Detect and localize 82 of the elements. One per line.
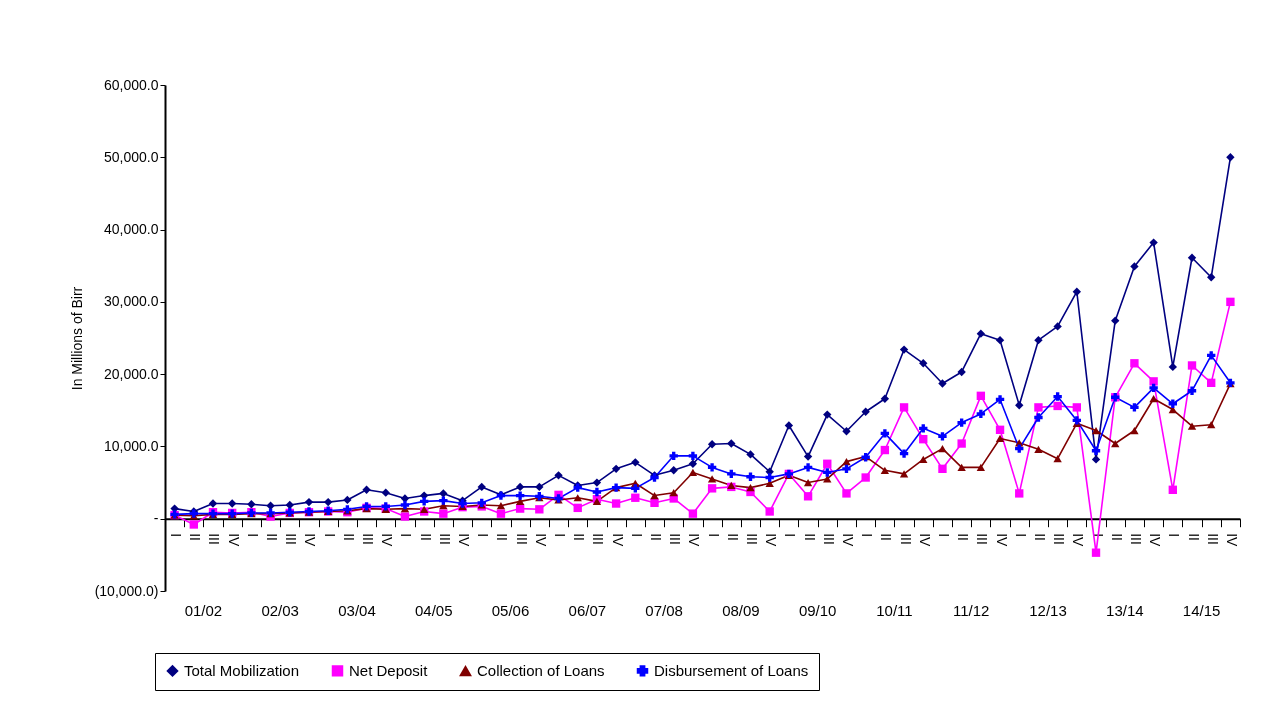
x-tick-label: II [648, 533, 665, 541]
x-tick-label: III [283, 533, 300, 545]
x-tick-label: II [1185, 533, 1202, 541]
x-tick-label: I [628, 533, 645, 538]
y-tick-label: 50,000.0 [104, 148, 159, 165]
x-tick-label: III [743, 533, 760, 545]
text: 06/07 [568, 602, 607, 619]
legend-label: Disbursement of Loans [654, 661, 809, 679]
text: 08/09 [722, 602, 760, 619]
x-tick-label: I [398, 533, 415, 538]
y-tick-label: 20,000.0 [104, 365, 159, 382]
text: 02/03 [261, 602, 299, 619]
x-tick-label: I [244, 533, 261, 538]
text: 13/14 [1106, 602, 1144, 619]
text: 03/04 [338, 602, 376, 619]
x-tick-label: III [590, 533, 607, 545]
x-tick-label: I [782, 533, 799, 538]
text: 01/02 [184, 602, 223, 619]
x-tick-label: II [801, 533, 818, 541]
x-tick-label: IV [916, 533, 933, 548]
x-tick-label: IV [379, 533, 396, 548]
x-tick-label: IV [609, 533, 626, 548]
x-tick-label: IV [993, 533, 1010, 548]
x-tick-label: III [513, 533, 530, 545]
x-tick-label: I [1012, 533, 1029, 538]
x-tick-label: IV [686, 533, 703, 548]
x-tick-label: III [360, 533, 377, 545]
x-tick-label: II [340, 533, 357, 541]
text: 10/11 [876, 602, 913, 619]
x-tick-label: II [571, 533, 588, 541]
text: 07/08 [645, 602, 683, 619]
x-tick-label: II [494, 533, 511, 541]
x-tick-label: III [820, 533, 837, 545]
x-tick-label: IV [456, 533, 473, 548]
x-tick-label: III [436, 533, 453, 545]
x-tick-label: IV [839, 533, 856, 548]
x-tick-label: I [1166, 533, 1183, 538]
x-tick-label: I [935, 533, 952, 538]
x-tick-label: I [705, 533, 722, 538]
x-tick-label: II [264, 533, 281, 541]
x-tick-label: III [1051, 533, 1068, 545]
x-tick-label: I [321, 533, 338, 538]
x-tick-label: III [897, 533, 914, 545]
x-tick-label: II [417, 533, 434, 541]
text: 12/13 [1029, 602, 1067, 619]
x-tick-label: II [724, 533, 741, 541]
text: 14/15 [1182, 602, 1221, 619]
x-tick-label: II [1031, 533, 1048, 541]
text: 11/12 [953, 602, 990, 619]
legend-label: Net Deposit [349, 661, 429, 679]
x-tick-label: III [667, 533, 684, 545]
legend-label: Total Mobilization [184, 661, 300, 679]
text: 04/05 [414, 602, 453, 619]
y-tick-label: (10,000.0) [94, 582, 159, 599]
x-tick-label: III [974, 533, 991, 545]
x-tick-label: III [206, 533, 223, 545]
y-tick-label: 10,000.0 [104, 437, 159, 454]
x-tick-label: I [168, 533, 185, 538]
x-tick-label: IV [1070, 533, 1087, 548]
y-tick-label: 60,000.0 [104, 76, 159, 93]
y-tick-label: - [153, 510, 159, 527]
x-tick-label: III [1127, 533, 1144, 545]
x-tick-label: IV [1147, 533, 1164, 548]
legend-label: Collection of Loans [477, 662, 605, 680]
x-tick-label: IV [532, 533, 549, 548]
x-tick-label: IV [763, 533, 780, 548]
x-tick-label: I [552, 533, 569, 538]
text: 05/06 [491, 602, 530, 619]
x-tick-label: IV [302, 533, 319, 548]
x-tick-label: IV [1223, 533, 1240, 548]
x-tick-label: II [955, 533, 972, 541]
x-tick-label: II [1108, 533, 1125, 541]
x-tick-label: II [187, 533, 204, 541]
x-tick-label: IV [225, 533, 242, 548]
x-tick-label: I [475, 533, 492, 538]
x-tick-label: II [878, 533, 895, 541]
text: 09/10 [798, 602, 837, 619]
x-tick-label: I [859, 533, 876, 538]
y-axis-title: In Millions of Birr [68, 286, 85, 391]
y-tick-label: 40,000.0 [104, 221, 159, 238]
y-tick-label: 30,000.0 [104, 293, 159, 310]
x-tick-label: III [1204, 533, 1221, 545]
